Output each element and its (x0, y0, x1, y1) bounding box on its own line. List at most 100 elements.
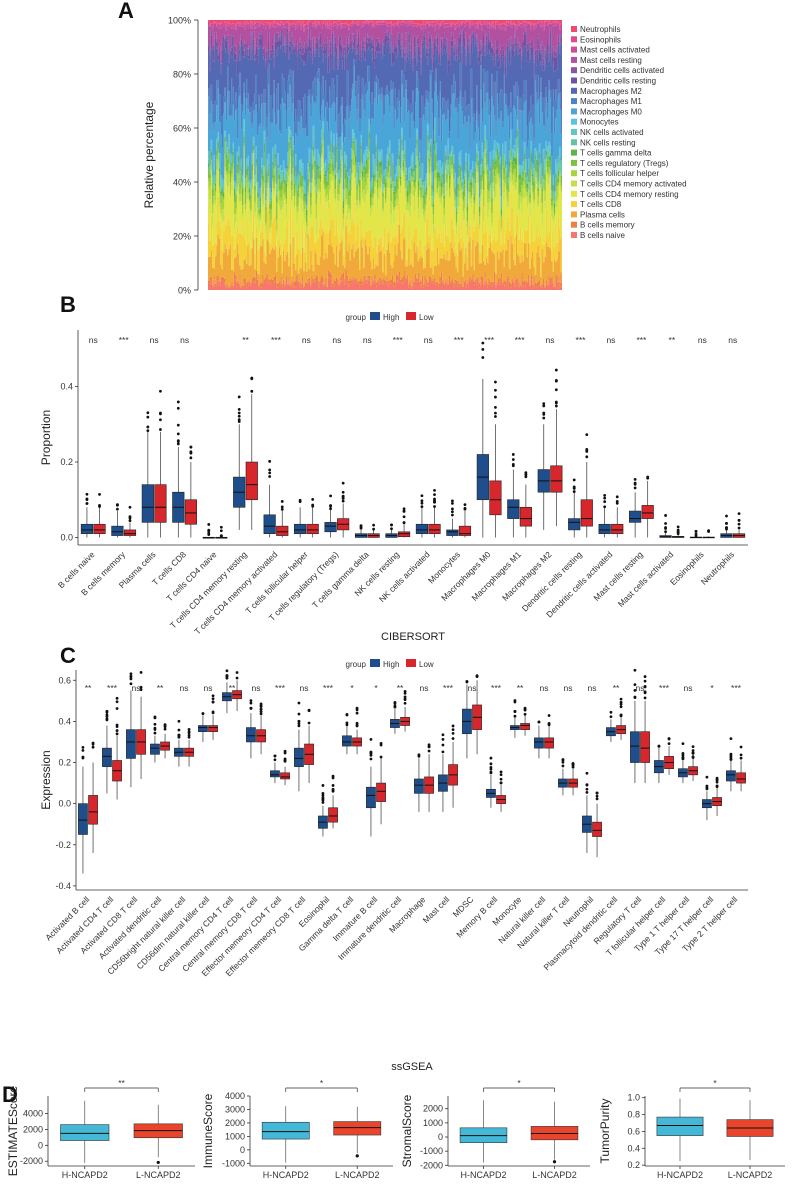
outlier-point (420, 501, 424, 505)
box (428, 523, 441, 534)
outlier-point (393, 704, 397, 708)
category-label: Neutrophils (699, 549, 736, 586)
outlier-point (489, 762, 493, 766)
outlier-point (441, 743, 445, 747)
area-series-10 (208, 120, 562, 209)
significance-label: *** (491, 683, 502, 693)
outlier-point (139, 688, 143, 692)
significance-label: ns (300, 683, 309, 693)
box (640, 731, 650, 763)
y-tick-label: 0.6 (627, 1126, 640, 1136)
box (270, 770, 280, 778)
outlier-point (499, 773, 503, 777)
outlier-point (235, 676, 239, 680)
significance-label: * (374, 683, 378, 693)
outlier-point (402, 507, 406, 511)
area-series-4 (208, 158, 562, 263)
category-label: H-NCAPD2 (62, 1170, 108, 1180)
box (333, 1121, 382, 1136)
legend-label: T cells CD8 (580, 200, 622, 209)
outlier-point (146, 411, 150, 415)
box (261, 1121, 310, 1140)
outlier-point (341, 497, 345, 500)
outlier-point (268, 468, 272, 472)
box (78, 803, 88, 835)
outlier-point (176, 432, 180, 436)
outlier-point (91, 745, 95, 749)
outlier-point (729, 757, 733, 761)
outlier-point (451, 731, 455, 735)
outlier-point (128, 515, 132, 519)
outlier-point (297, 722, 301, 726)
outlier-point (603, 496, 607, 500)
box (611, 523, 624, 534)
outlier-point (298, 500, 302, 504)
outlier-point (250, 377, 254, 381)
legend-swatch (571, 118, 577, 125)
outlier-point (189, 445, 193, 449)
box (736, 772, 746, 784)
y-tick-label: 4000 (225, 1091, 245, 1101)
outlier-point (369, 737, 373, 741)
significance-label: ns (606, 335, 615, 345)
outlier-point (115, 729, 119, 732)
outlier-point (499, 781, 503, 785)
significance-label: * (517, 1078, 521, 1088)
y-axis-title: Relative percentage (142, 101, 156, 208)
outlier-point (554, 378, 558, 382)
legend-swatch (571, 170, 577, 177)
y-tick-label: 0 (240, 1145, 245, 1155)
outlier-point (280, 507, 284, 511)
outlier-point (571, 765, 575, 769)
outlier-point (129, 674, 133, 678)
significance-label: * (320, 1078, 324, 1088)
outlier-point (595, 797, 599, 801)
y-axis-title: TumorPurity (598, 1099, 612, 1164)
outlier-point (115, 725, 119, 728)
outlier-point (494, 415, 497, 418)
outlier-point (420, 505, 424, 509)
legend-swatch-low (406, 659, 416, 667)
outlier-point (345, 723, 349, 727)
outlier-point (355, 711, 359, 715)
y-tick-label: 1000 (225, 1131, 245, 1141)
significance-label: *** (731, 683, 742, 693)
legend-swatch (571, 129, 577, 135)
box (280, 772, 290, 780)
legend-label: T cells regulatory (Tregs) (580, 159, 669, 168)
outlier-point (359, 525, 363, 529)
outlier-point (619, 705, 623, 709)
outlier-point (85, 502, 89, 505)
outlier-point (115, 700, 119, 704)
outlier-point (691, 749, 695, 752)
outlier-point (433, 505, 436, 508)
outlier-point (146, 415, 150, 419)
significance-label: *** (659, 683, 670, 693)
x-axis-title: CIBERSORT (381, 631, 445, 643)
outlier-point (372, 523, 376, 527)
outlier-point (177, 728, 181, 732)
outlier-point (725, 526, 728, 530)
significance-label: *** (275, 683, 286, 693)
significance-label: ns (302, 335, 311, 345)
outlier-point (646, 475, 650, 479)
outlier-point (643, 684, 647, 688)
category-label: Mast cells activated (616, 549, 676, 609)
box (550, 465, 563, 493)
outlier-point (372, 527, 376, 531)
outlier-point (450, 501, 454, 505)
outlier-point (451, 728, 455, 732)
box (276, 525, 289, 536)
significance-label: *** (443, 683, 454, 693)
outlier-point (98, 493, 101, 496)
outlier-point (355, 1154, 359, 1158)
y-axis-title: ESTIMATEScore (6, 1085, 20, 1176)
outlier-point (451, 724, 455, 728)
box (123, 529, 137, 536)
area-series-12 (208, 65, 562, 206)
significance-label: ns (424, 335, 433, 345)
area-series-17 (208, 22, 562, 60)
outlier-point (341, 481, 345, 485)
box (126, 729, 136, 759)
significance-label: *** (393, 335, 404, 345)
